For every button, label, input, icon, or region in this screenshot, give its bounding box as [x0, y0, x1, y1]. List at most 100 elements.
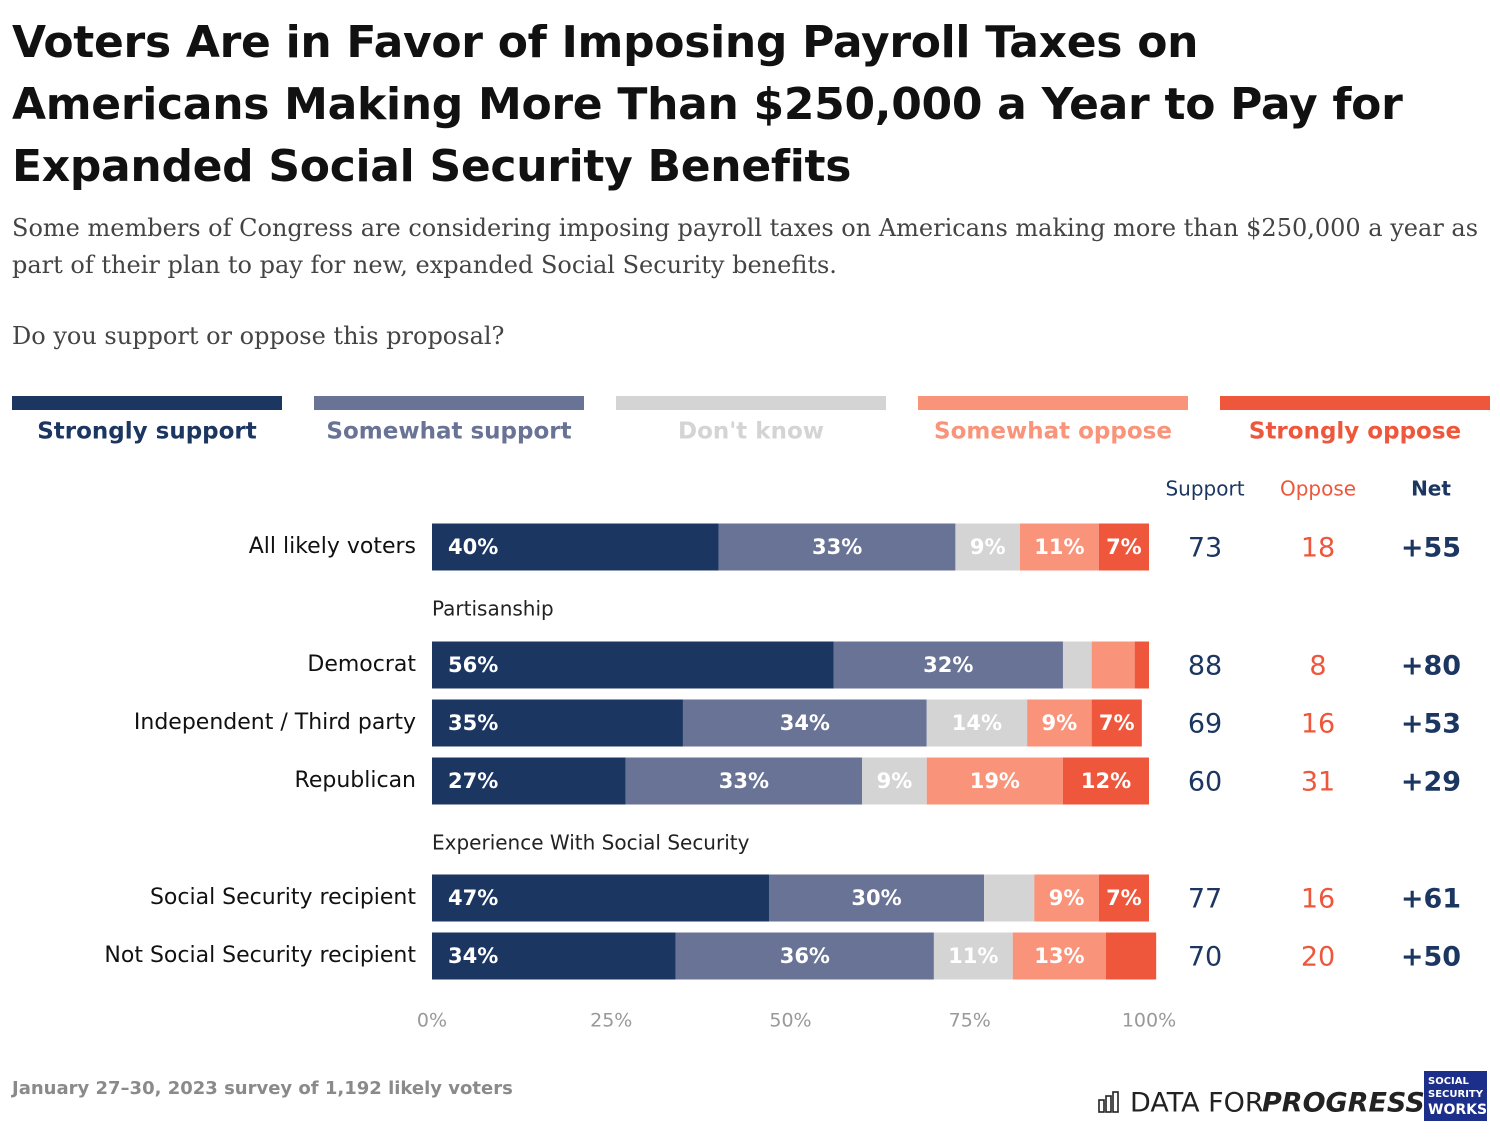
bar-label: 19%	[970, 769, 1020, 793]
summary-value: +55	[1401, 533, 1461, 564]
chart-title: Voters Are in Favor of Imposing Payroll …	[12, 17, 1403, 192]
bar-segment	[432, 699, 683, 747]
bar-segment	[984, 874, 1035, 922]
dfp-logo: DATA FOR	[1130, 1088, 1264, 1119]
ssw-logo: WORKS.	[1428, 1102, 1492, 1118]
bar-segment	[1062, 757, 1149, 805]
legend-swatch	[314, 396, 584, 410]
bar-label: 7%	[1099, 711, 1135, 735]
summary-value: 77	[1188, 884, 1222, 915]
summary-value: +80	[1401, 651, 1461, 682]
dfp-logo: PROGRESS	[1262, 1088, 1425, 1119]
bar-segment	[955, 523, 1020, 571]
bar-segment	[1098, 523, 1149, 571]
bar-segment	[1019, 523, 1099, 571]
bar-segment	[1098, 874, 1149, 922]
bar-segment	[1134, 641, 1149, 689]
legend-swatch	[616, 396, 886, 410]
bar-segment	[1012, 932, 1106, 980]
question: Do you support or oppose this proposal?	[12, 322, 505, 350]
bar-label: 40%	[448, 535, 498, 559]
bar-segment	[1027, 699, 1092, 747]
bar-segment	[675, 932, 934, 980]
bar-segment	[1062, 641, 1092, 689]
x-tick-label: 25%	[590, 1010, 632, 1032]
summary-value: +50	[1401, 942, 1461, 973]
legend-label: Somewhat support	[326, 419, 571, 445]
summary-value: 69	[1188, 709, 1222, 740]
legend-label: Somewhat oppose	[934, 419, 1172, 445]
bar-segment	[625, 757, 863, 805]
section-label: Partisanship	[432, 597, 554, 621]
bar-label: 14%	[952, 711, 1002, 735]
bar-segment	[432, 757, 626, 805]
summary-value: 73	[1188, 533, 1222, 564]
bar-label: 34%	[780, 711, 830, 735]
bar-segment	[432, 523, 719, 571]
summary-value: 16	[1301, 709, 1335, 740]
legend-label: Don't know	[678, 419, 824, 445]
bar-segment	[682, 699, 927, 747]
summary-value: +29	[1401, 767, 1461, 798]
bar-label: 33%	[812, 535, 862, 559]
summary-value: 18	[1301, 533, 1335, 564]
summary-value: 60	[1188, 767, 1222, 798]
bar-segment	[432, 641, 834, 689]
x-tick-label: 50%	[769, 1010, 811, 1032]
x-tick-label: 75%	[949, 1010, 991, 1032]
bar-segment	[1034, 874, 1099, 922]
bar-label: 56%	[448, 653, 498, 677]
bar-segment	[862, 757, 927, 805]
bar-segment	[833, 641, 1063, 689]
legend-label: Strongly support	[37, 419, 257, 445]
bar-label: 35%	[448, 711, 498, 735]
bar-segment	[1091, 641, 1135, 689]
summary-value: 88	[1188, 651, 1222, 682]
bar-segment	[718, 523, 956, 571]
chart-subtitle: Some members of Congress are considering…	[12, 214, 1479, 279]
note: January 27–30, 2023 survey of 1,192 like…	[10, 1078, 513, 1099]
bar-label: 33%	[719, 769, 769, 793]
bar-segment	[926, 699, 1028, 747]
summary-value: 31	[1301, 767, 1335, 798]
ssw-logo: SECURITY	[1428, 1089, 1484, 1100]
dfp-icon	[1098, 1091, 1119, 1113]
bar-label: 7%	[1106, 886, 1142, 910]
bar-segment	[432, 932, 676, 980]
category-label: Not Social Security recipient	[104, 943, 416, 968]
bar-label: 9%	[1042, 711, 1078, 735]
bar-label: 11%	[948, 944, 998, 968]
bar-label: 7%	[1106, 535, 1142, 559]
bar-label: 9%	[877, 769, 913, 793]
summary-value: 16	[1301, 884, 1335, 915]
category-label: Independent / Third party	[134, 710, 416, 735]
bar-label: 27%	[448, 769, 498, 793]
bar-segment	[1091, 699, 1142, 747]
bar-segment	[1105, 932, 1157, 980]
summary-value: 70	[1188, 942, 1222, 973]
bar-label: 47%	[448, 886, 498, 910]
x-tick-label: 100%	[1122, 1010, 1176, 1032]
bar-label: 11%	[1034, 535, 1084, 559]
legend-swatch	[12, 396, 282, 410]
bar-segment	[768, 874, 985, 922]
legend-swatch	[918, 396, 1188, 410]
bar-segment	[933, 932, 1013, 980]
section-label: Experience With Social Security	[432, 831, 750, 855]
bar-segment	[432, 874, 769, 922]
ssw-logo-box	[1424, 1071, 1487, 1121]
summary-value: +53	[1401, 709, 1461, 740]
summary-header: Support	[1165, 477, 1244, 501]
summary-value: +61	[1401, 884, 1461, 915]
category-label: Democrat	[307, 652, 416, 677]
bar-segment	[926, 757, 1063, 805]
category-label: Republican	[295, 768, 416, 793]
bar-label: 12%	[1081, 769, 1131, 793]
bar-label: 13%	[1034, 944, 1084, 968]
legend-label: Strongly oppose	[1249, 419, 1461, 445]
category-label: Social Security recipient	[150, 885, 416, 910]
summary-value: 20	[1301, 942, 1335, 973]
summary-value: 8	[1309, 651, 1326, 682]
